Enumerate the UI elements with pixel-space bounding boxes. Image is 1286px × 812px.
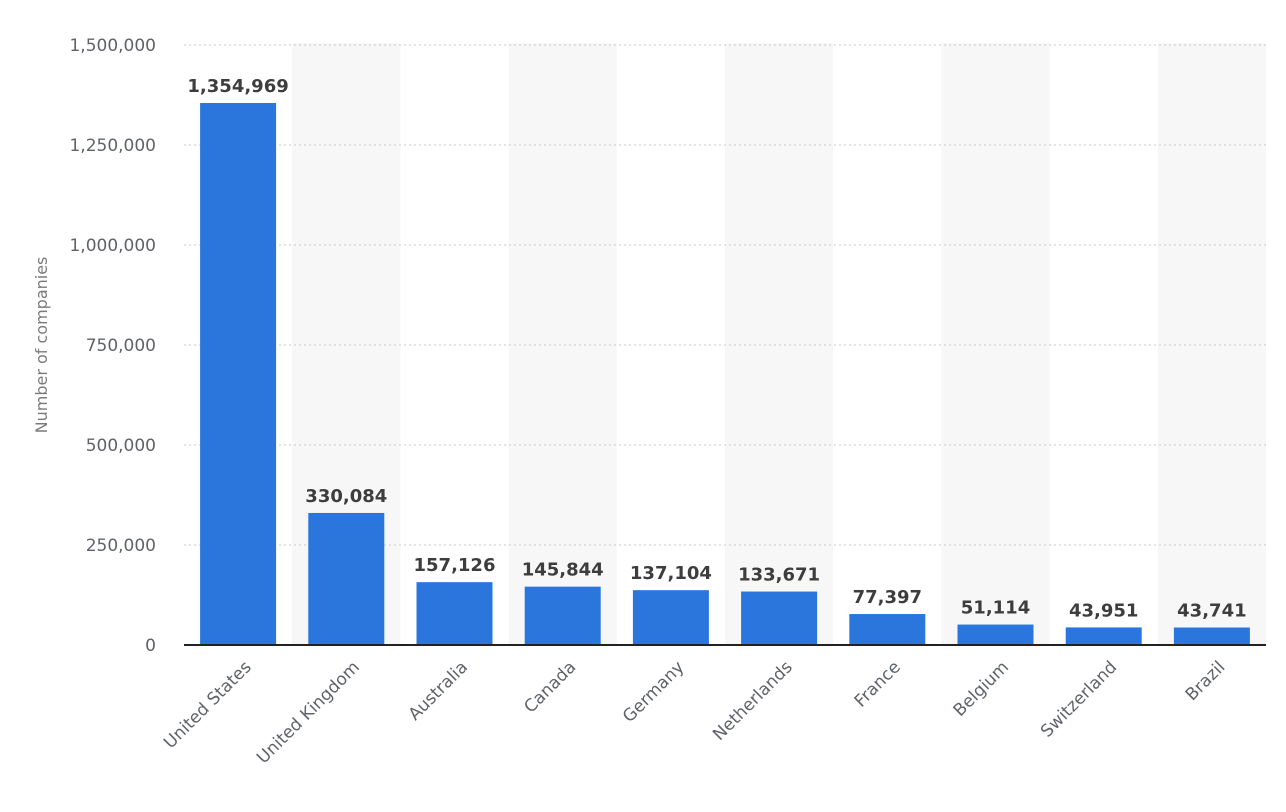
bar — [741, 591, 818, 645]
bar — [416, 582, 493, 645]
x-category-label: United States — [160, 657, 256, 753]
data-labels: 1,354,969 330,084 157,126 145,844 137,104 133… — [187, 76, 1246, 621]
data-label: 133,671 — [738, 565, 820, 586]
column-band — [941, 43, 1050, 645]
y-axis-title: Number of companies — [32, 257, 51, 434]
x-category-label: Belgium — [950, 657, 1013, 720]
y-tick-label: 250,000 — [86, 536, 156, 556]
data-label: 77,397 — [853, 587, 922, 608]
data-label: 330,084 — [305, 486, 387, 507]
x-category-label: Australia — [405, 657, 472, 724]
x-category-label: Brazil — [1182, 657, 1230, 705]
y-tick-label: 500,000 — [86, 436, 156, 456]
y-axis-ticks: 0 250,000 500,000 750,000 1,000,000 1,250,000… — [69, 36, 156, 656]
data-label: 43,951 — [1069, 600, 1138, 621]
column-band — [508, 43, 617, 645]
bar — [632, 590, 709, 645]
bar — [1173, 627, 1250, 645]
bar — [849, 614, 926, 645]
y-tick-label: 1,000,000 — [69, 236, 156, 256]
x-category-label: Germany — [619, 657, 688, 726]
bar — [524, 586, 601, 645]
data-label: 51,114 — [961, 598, 1030, 619]
gridlines — [184, 44, 1266, 546]
x-category-label: Netherlands — [709, 657, 797, 745]
x-category-label: United Kingdom — [253, 657, 364, 768]
column-band — [725, 43, 834, 645]
data-label: 137,104 — [630, 563, 712, 584]
data-label: 1,354,969 — [187, 76, 288, 97]
data-label: 157,126 — [414, 555, 496, 576]
bar — [1065, 627, 1142, 645]
data-label: 43,741 — [1177, 601, 1246, 622]
x-category-label: Canada — [520, 657, 580, 717]
bar — [957, 624, 1034, 645]
y-tick-label: 1,500,000 — [69, 36, 156, 56]
y-tick-label: 750,000 — [86, 336, 156, 356]
bar — [308, 512, 385, 645]
x-category-label: Switzerland — [1037, 657, 1121, 741]
y-tick-label: 0 — [145, 636, 156, 656]
column-band — [1157, 43, 1266, 645]
bar — [200, 103, 277, 646]
data-label: 145,844 — [522, 560, 604, 581]
y-tick-label: 1,250,000 — [69, 136, 156, 156]
x-category-label: France — [851, 657, 905, 711]
bars — [200, 103, 1250, 646]
